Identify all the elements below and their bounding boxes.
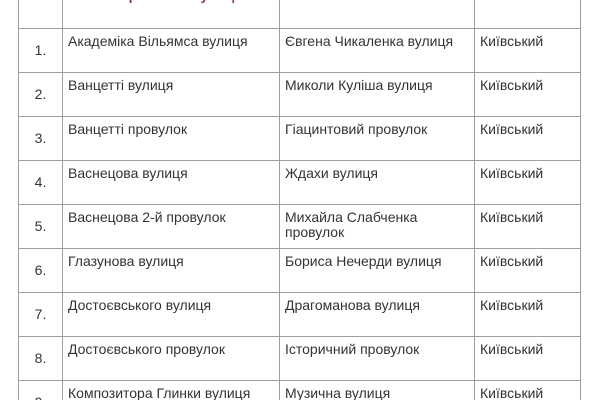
cell-old-name: Васнецова 2-й провулок bbox=[62, 204, 280, 249]
cell-new-name: Музична вулиця bbox=[279, 380, 475, 400]
header-old-name-label-partial: Стара назва вулиці bbox=[104, 0, 238, 3]
cell-old-name: Достоєвського провулок bbox=[62, 336, 280, 381]
cell-number: 6. bbox=[18, 248, 63, 293]
table-row: 7. Достоєвського вулиця Драгоманова вулиця… bbox=[18, 292, 581, 337]
cell-old-name: Васнецова вулиця bbox=[62, 160, 280, 205]
cell-number: 2. bbox=[18, 72, 63, 117]
cell-number: 3. bbox=[18, 116, 63, 161]
cell-district: Київський bbox=[474, 336, 581, 381]
table-row: 2. Ванцетті вулиця Миколи Куліша вулиця Киї… bbox=[18, 72, 581, 117]
cell-district: Київський bbox=[474, 248, 581, 293]
cell-old-name: Ванцетті вулиця bbox=[62, 72, 280, 117]
header-number-cell bbox=[18, 0, 63, 29]
cell-new-name: Драгоманова вулиця bbox=[279, 292, 475, 337]
cell-number: 4. bbox=[18, 160, 63, 205]
cell-old-name: Академіка Вільямса вулиця bbox=[62, 28, 280, 73]
table-row: 4. Васнецова вулиця Ждахи вулиця Київський bbox=[18, 160, 581, 205]
cell-number: 5. bbox=[18, 204, 63, 249]
street-renaming-table: Стара назва вулиці 1.Академіка Вільямса … bbox=[18, 0, 581, 400]
cell-district: Київський bbox=[474, 72, 581, 117]
table-row: 5. Васнецова 2-й провулок Михайла Слабченк… bbox=[18, 204, 581, 249]
cell-district: Київський bbox=[474, 160, 581, 205]
cell-number: 7. bbox=[18, 292, 63, 337]
cell-number: 8. bbox=[18, 336, 63, 381]
cell-old-name: Ванцетті провулок bbox=[62, 116, 280, 161]
cell-new-name: Михайла Слабченка провулок bbox=[279, 204, 475, 249]
header-district-cell bbox=[474, 0, 581, 29]
cell-new-name: Історичний провулок bbox=[279, 336, 475, 381]
table-row: 3. Ванцетті провулок Гіацинтовий провулок К… bbox=[18, 116, 581, 161]
cell-district: Київський bbox=[474, 204, 581, 249]
cell-number: 1. bbox=[18, 28, 63, 73]
header-old-name-cell: Стара назва вулиці bbox=[62, 0, 280, 29]
header-new-name-cell bbox=[279, 0, 475, 29]
cell-district: Київський bbox=[474, 292, 581, 337]
cell-number: 9. bbox=[18, 380, 63, 400]
table-header-row: Стара назва вулиці bbox=[18, 0, 581, 29]
cell-new-name: Ждахи вулиця bbox=[279, 160, 475, 205]
table-row: 1. Академіка Вільямса вулиця Євгена Чикале… bbox=[18, 28, 581, 73]
table-row: 6. Глазунова вулиця Бориса Нечерди вулиця К… bbox=[18, 248, 581, 293]
cell-old-name: Достоєвського вулиця bbox=[62, 292, 280, 337]
cell-district: Київський bbox=[474, 28, 581, 73]
table-row: 8. Достоєвського провулок Історичний прову… bbox=[18, 336, 581, 381]
cell-new-name: Гіацинтовий провулок bbox=[279, 116, 475, 161]
cell-old-name: Глазунова вулиця bbox=[62, 248, 280, 293]
cell-district: Київський bbox=[474, 380, 581, 400]
cell-new-name: Бориса Нечерди вулиця bbox=[279, 248, 475, 293]
cell-district: Київський bbox=[474, 116, 581, 161]
cell-old-name: Композитора Глинки вулиця bbox=[62, 380, 280, 400]
cell-new-name: Миколи Куліша вулиця bbox=[279, 72, 475, 117]
cell-new-name: Євгена Чикаленка вулиця bbox=[279, 28, 475, 73]
